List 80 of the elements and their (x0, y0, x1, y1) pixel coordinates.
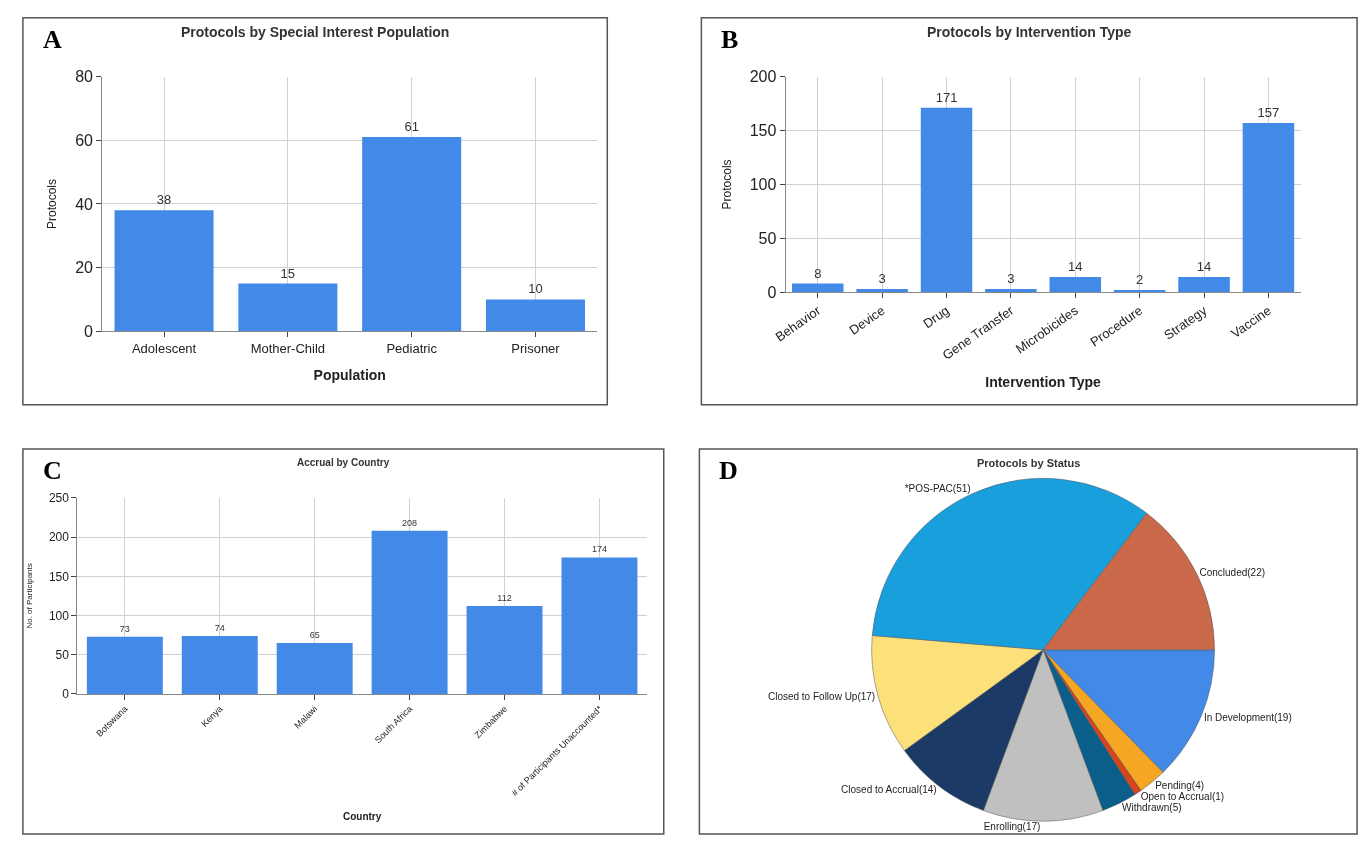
data-label: 171 (935, 89, 958, 105)
x-axis-title: Population (313, 367, 386, 384)
data-label: 65 (309, 629, 320, 640)
bar (1178, 277, 1230, 293)
y-tick-label: 50 (55, 647, 70, 662)
y-tick-label: 20 (75, 259, 94, 277)
slice-label: Withdrawn(5) (1122, 802, 1182, 814)
bar (86, 636, 163, 694)
data-label: 112 (497, 593, 512, 604)
slice-label: In Development(19) (1203, 711, 1292, 723)
data-label: 8 (814, 265, 822, 281)
y-tick-label: 150 (48, 569, 70, 584)
x-tick-label: Prisoner (511, 340, 561, 356)
y-tick-label: 0 (84, 322, 94, 340)
y-tick-label: 0 (767, 283, 777, 301)
y-tick-label: 100 (48, 608, 70, 623)
bar (856, 288, 908, 293)
text: C (43, 456, 62, 485)
data-label: 208 (402, 517, 418, 528)
y-tick-label: 40 (75, 195, 94, 213)
slice-label: Open to Accrual(1) (1140, 790, 1225, 802)
slice-label: *POS-PAC(51) (904, 483, 971, 495)
bar (1049, 277, 1102, 293)
data-label: 14 (1196, 259, 1212, 275)
bar (362, 137, 462, 332)
chart-title: Protocols by Intervention Type (927, 24, 1132, 40)
x-axis-title: Intervention Type (985, 374, 1102, 390)
x-tick-label: Adolescent (131, 340, 197, 356)
data-label: 74 (214, 622, 225, 633)
data-label: 61 (404, 119, 419, 135)
chart-title: Accrual by Country (297, 457, 390, 468)
y-tick-label: 200 (48, 530, 70, 545)
bar (920, 107, 973, 293)
chart-title: Protocols by Status (977, 457, 1081, 469)
y-tick-label: 60 (75, 131, 94, 149)
data-label: 38 (156, 192, 172, 208)
data-label: 157 (1257, 104, 1280, 120)
y-tick-label: 250 (48, 491, 70, 506)
x-tick-label: Drug (920, 302, 952, 332)
bar (561, 557, 638, 694)
bar (114, 210, 214, 332)
bar (238, 283, 338, 332)
data-label: 2 (1136, 272, 1144, 287)
bar (276, 642, 353, 694)
y-axis-title: Protocols (45, 178, 60, 229)
data-label: 3 (1007, 270, 1015, 286)
y-tick-label: 50 (758, 229, 777, 247)
text: A (43, 25, 62, 54)
data-label: 3 (878, 270, 886, 286)
y-tick-label: 0 (62, 687, 70, 702)
data-label: 15 (280, 265, 296, 281)
data-label: 10 (528, 281, 543, 297)
bar (371, 530, 448, 694)
slice-label: Closed to Accrual(14) (841, 784, 937, 796)
x-tick-label: Mother-Child (250, 340, 326, 356)
y-tick-label: 100 (749, 175, 777, 193)
data-label: 174 (591, 544, 607, 555)
x-tick-label: Pediatric (386, 340, 438, 356)
y-tick-label: 150 (749, 122, 777, 140)
chart-title: Protocols by Special Interest Population (181, 24, 450, 40)
slice-label: Pending(4) (1155, 779, 1205, 791)
bar (1113, 290, 1166, 293)
x-axis-title: Country (342, 810, 382, 822)
slice-label: Concluded(22) (1199, 566, 1266, 578)
bar (485, 299, 585, 332)
y-axis-title: No. of Participants (24, 563, 34, 629)
y-tick-label: 200 (749, 68, 777, 86)
data-label: 73 (119, 623, 130, 634)
bar (985, 288, 1037, 293)
bar (466, 606, 543, 694)
slice-label: Closed to Follow Up(17) (767, 690, 876, 702)
bar (181, 635, 258, 694)
bar (1242, 122, 1295, 293)
y-axis-title: Protocols (719, 159, 734, 210)
text: D (719, 456, 738, 485)
text: B (721, 25, 739, 54)
y-tick-label: 80 (75, 68, 94, 86)
slice-label: Enrolling(17) (983, 821, 1041, 833)
bar (792, 283, 844, 293)
data-label: 14 (1068, 259, 1083, 275)
